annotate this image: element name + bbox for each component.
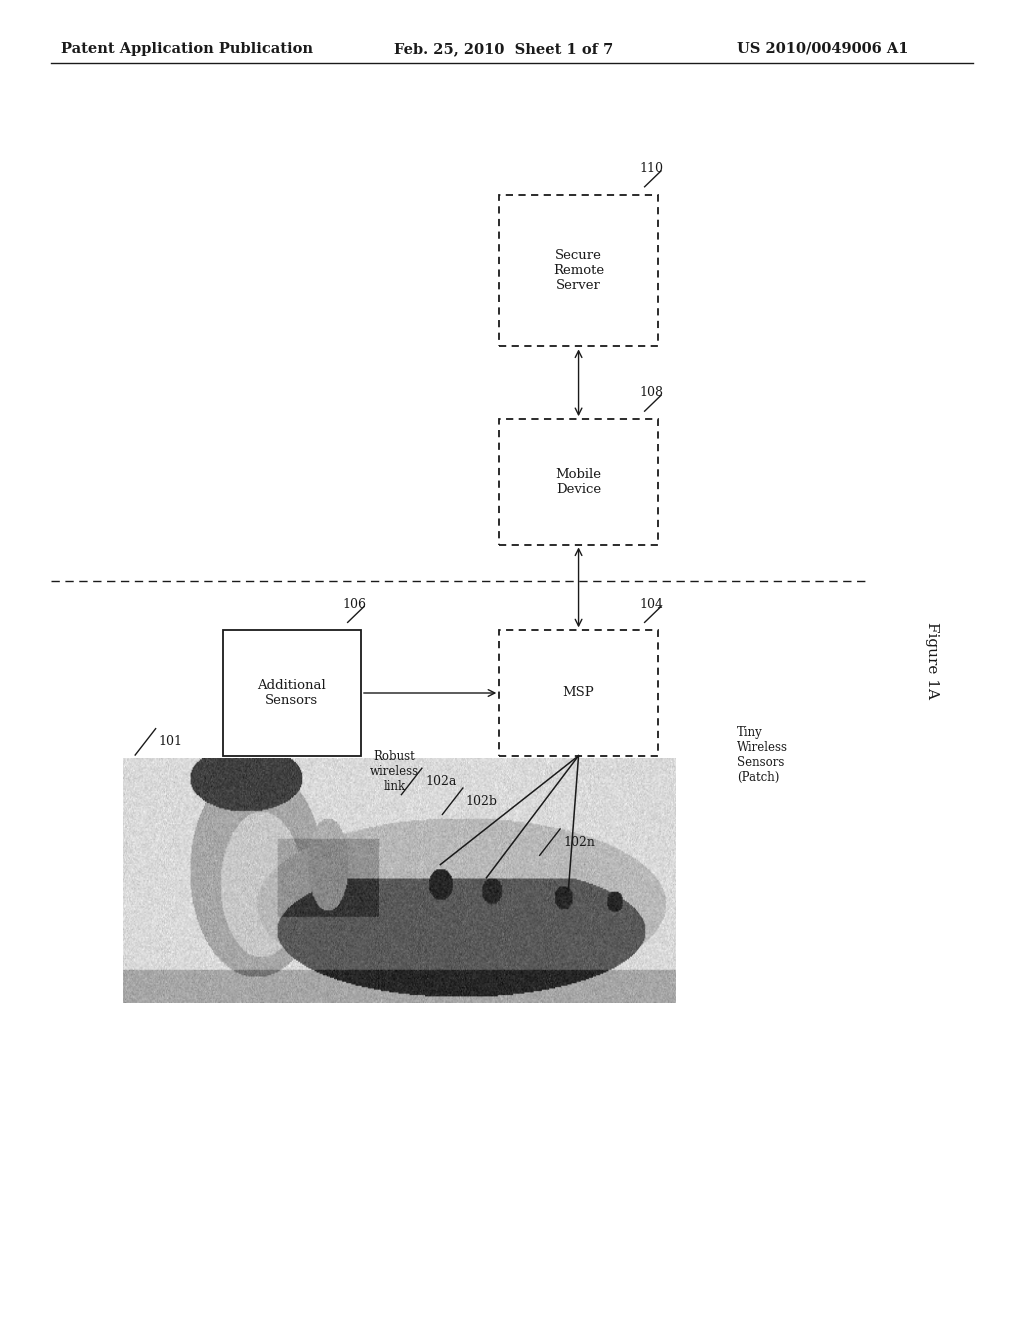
- Text: Tiny
Wireless
Sensors
(Patch): Tiny Wireless Sensors (Patch): [737, 726, 788, 784]
- Bar: [499, 420, 657, 544]
- Bar: [222, 631, 360, 755]
- Text: Mobile
Device: Mobile Device: [556, 467, 601, 496]
- Bar: [499, 194, 657, 346]
- Text: US 2010/0049006 A1: US 2010/0049006 A1: [737, 42, 908, 55]
- Bar: [123, 759, 676, 1003]
- Text: Feb. 25, 2010  Sheet 1 of 7: Feb. 25, 2010 Sheet 1 of 7: [394, 42, 613, 55]
- Text: Secure
Remote
Server: Secure Remote Server: [553, 249, 604, 292]
- Text: 102a: 102a: [425, 775, 457, 788]
- Text: 108: 108: [639, 387, 664, 399]
- Text: Patent Application Publication: Patent Application Publication: [61, 42, 313, 55]
- Text: Figure 1A: Figure 1A: [925, 622, 939, 698]
- Text: 102n: 102n: [563, 836, 595, 849]
- Text: 110: 110: [639, 162, 664, 174]
- Text: 102b: 102b: [466, 795, 498, 808]
- Text: 101: 101: [159, 735, 182, 748]
- Text: Robust
wireless
link: Robust wireless link: [370, 750, 419, 793]
- Text: 104: 104: [639, 598, 664, 610]
- Bar: [499, 631, 657, 755]
- Text: Additional
Sensors: Additional Sensors: [257, 678, 327, 708]
- Text: MSP: MSP: [562, 686, 595, 700]
- Text: 106: 106: [342, 598, 367, 610]
